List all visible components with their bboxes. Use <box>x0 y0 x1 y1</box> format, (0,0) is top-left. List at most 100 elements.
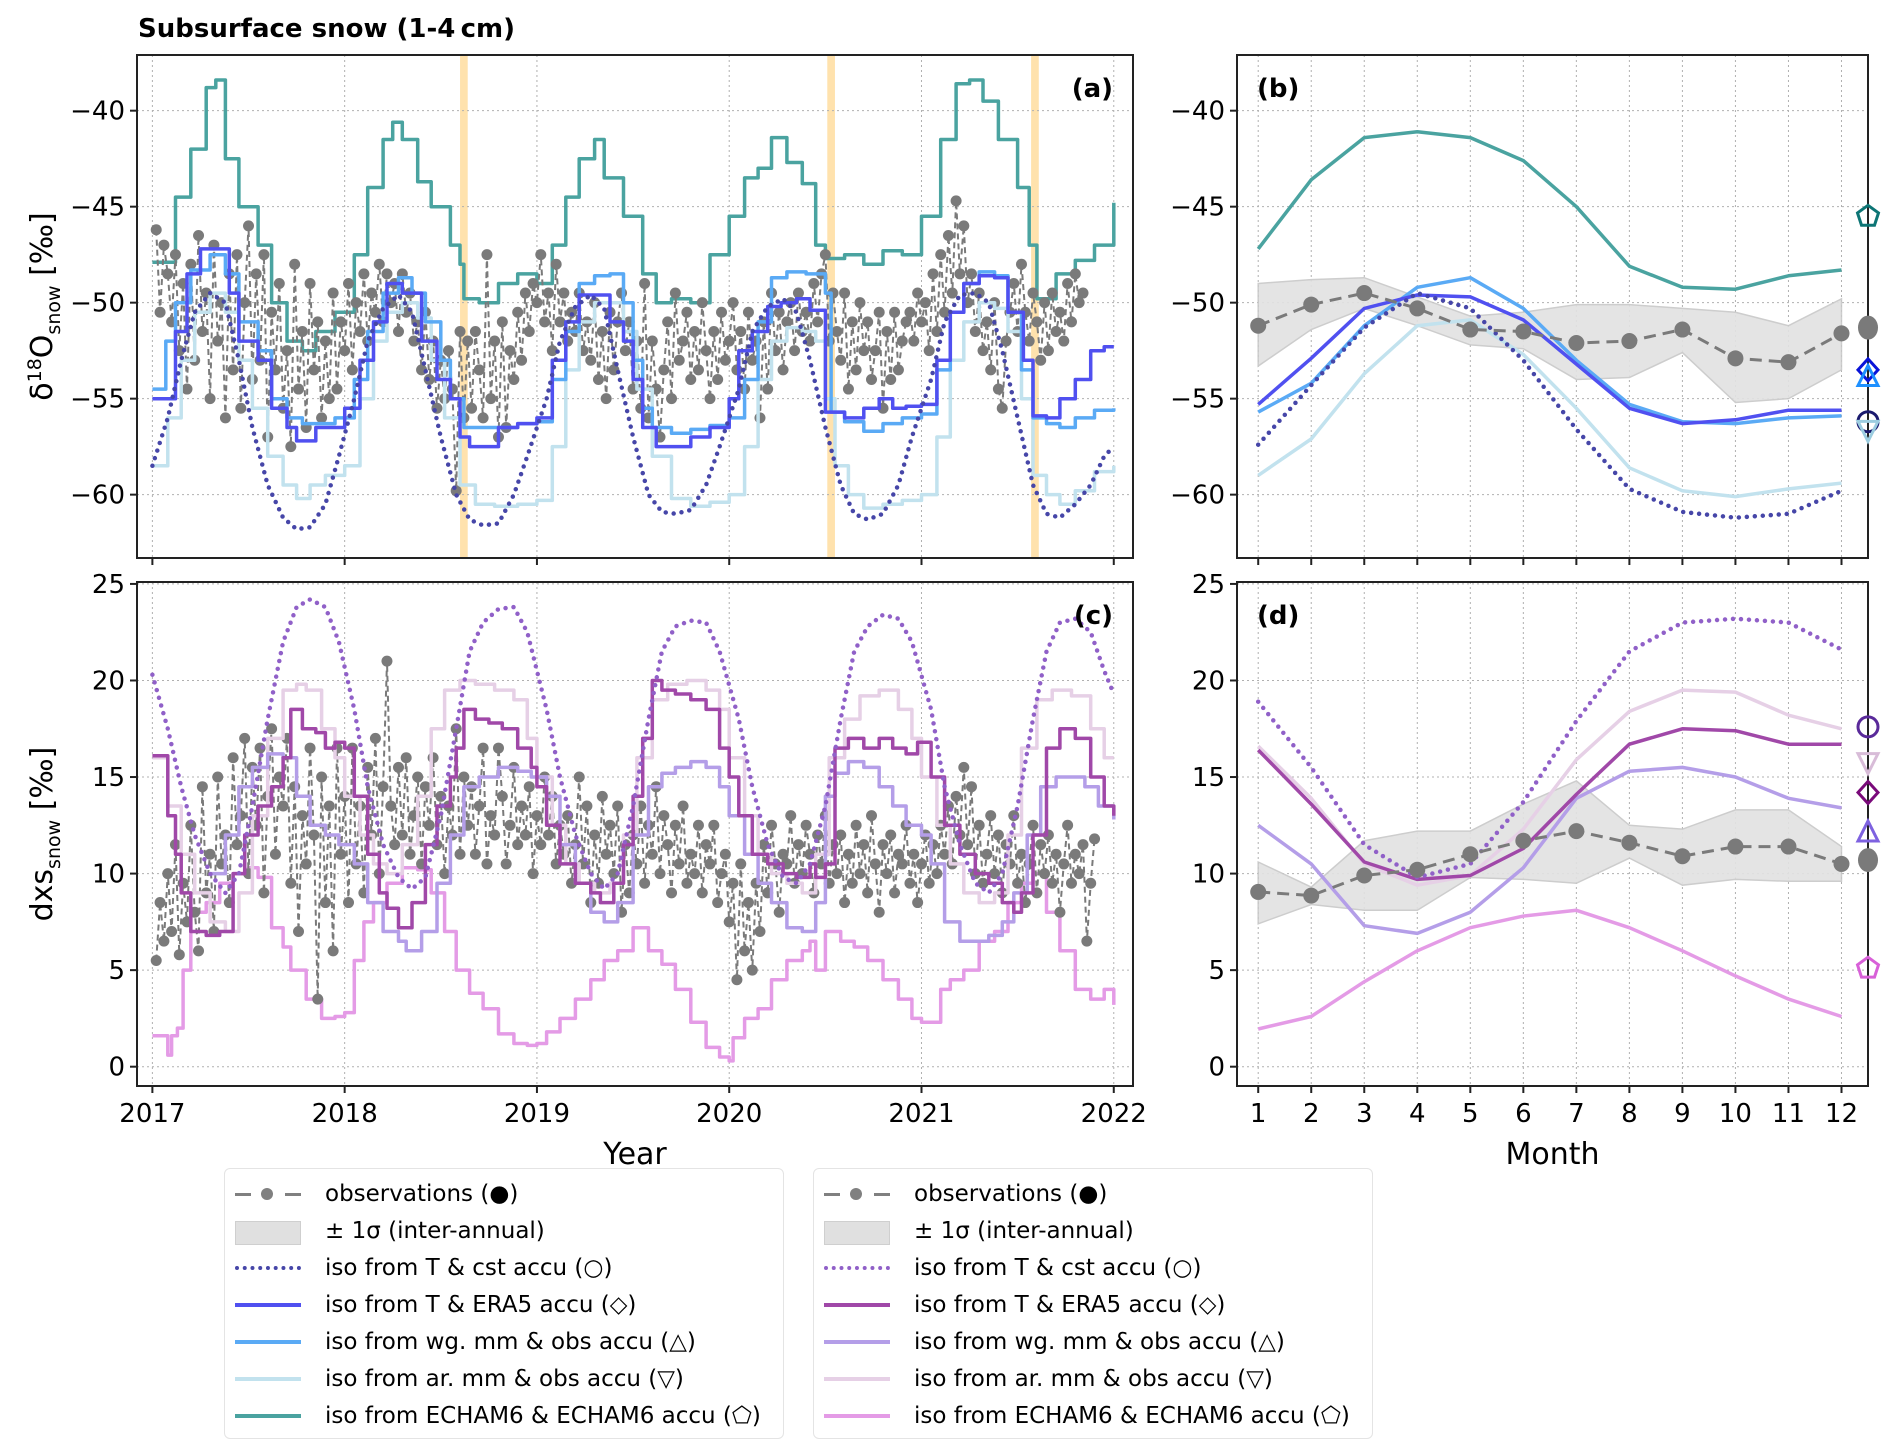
data-point-observation <box>727 297 739 309</box>
data-point-observation <box>842 383 854 395</box>
data-point-observation <box>350 297 362 309</box>
annual-mean-marker-echam <box>1855 955 1881 979</box>
data-point-observation <box>604 819 616 831</box>
y-tick-label: 5 <box>1208 956 1225 986</box>
data-point-observation <box>915 858 927 870</box>
data-point-observation <box>535 839 547 851</box>
data-point-observation <box>419 781 431 793</box>
data-point-observation <box>454 848 466 860</box>
data-point-observation <box>685 373 697 385</box>
data-point-observation <box>369 732 381 744</box>
legend-swatch-wgmm-icon <box>233 1332 303 1352</box>
legend-label: iso from wg. mm & obs accu (△) <box>914 1328 1285 1355</box>
x-tick-label: 12 <box>1825 1099 1858 1129</box>
data-point-observation <box>381 655 393 667</box>
series-line-era5 <box>1256 727 1842 882</box>
data-point-observation <box>1356 285 1373 302</box>
data-point-observation <box>269 848 281 860</box>
data-point-observation <box>373 258 385 270</box>
data-point-observation <box>1727 838 1744 855</box>
data-point-observation <box>673 354 685 366</box>
data-point-observation <box>646 335 658 347</box>
data-point-observation <box>485 810 497 822</box>
sigma-band <box>1257 780 1843 925</box>
y-tick-label: −50 <box>1170 289 1225 319</box>
data-point-observation <box>1054 906 1066 918</box>
data-point-observation <box>600 393 612 405</box>
x-tick-label: 10 <box>1719 1099 1752 1129</box>
data-point-observation <box>612 800 624 812</box>
data-point-observation <box>1073 297 1085 309</box>
legend-item-wgmm: iso from wg. mm & obs accu (△) <box>822 1323 1364 1360</box>
data-point-observation <box>177 877 189 889</box>
panel-label: (d) <box>1257 601 1299 631</box>
data-point-observation <box>381 268 393 280</box>
data-point-observation <box>343 897 355 909</box>
data-point-observation <box>858 345 870 357</box>
legend-item-cst: iso from T & cst accu (○) <box>233 1249 775 1286</box>
data-point-observation <box>1250 317 1267 334</box>
data-point-observation <box>446 383 458 395</box>
data-point-observation <box>312 993 324 1005</box>
axes-frame-c <box>136 581 1134 1087</box>
data-point-observation <box>646 848 658 860</box>
data-point-observation <box>969 325 981 337</box>
data-point-observation <box>466 402 478 414</box>
legend-swatch-wgmm-icon <box>822 1332 892 1352</box>
panel-c: 0 5 10 15 20 25 2017 2018 2019 2020 2021 2022 (c) Yea… <box>25 0 1147 1172</box>
data-point-observation <box>500 858 512 870</box>
data-point-observation <box>531 810 543 822</box>
data-point-observation <box>193 229 205 241</box>
data-point-observation <box>789 345 801 357</box>
data-point-observation <box>800 819 812 831</box>
data-point-observation <box>392 761 404 773</box>
data-point-observation <box>392 325 404 337</box>
data-point-observation <box>196 325 208 337</box>
data-point-observation <box>243 220 255 232</box>
data-point-observation <box>327 287 339 299</box>
data-point-observation <box>508 373 520 385</box>
legend-item-era5: iso from T & ERA5 accu (◇) <box>822 1286 1364 1323</box>
data-point-observation <box>735 325 747 337</box>
legend-item-wgmm: iso from wg. mm & obs accu (△) <box>233 1323 775 1360</box>
data-point-observation <box>696 297 708 309</box>
data-point-observation <box>681 306 693 318</box>
data-point-observation <box>600 848 612 860</box>
data-point-observation <box>946 287 958 299</box>
data-point-observation <box>742 306 754 318</box>
data-point-observation <box>296 810 308 822</box>
data-point-observation <box>1073 868 1085 880</box>
data-point-observation <box>846 877 858 889</box>
data-point-observation <box>973 287 985 299</box>
data-point-observation <box>1050 325 1062 337</box>
data-point-observation <box>1093 0 1104 6</box>
data-point-observation <box>554 316 566 328</box>
data-point-observation <box>989 868 1001 880</box>
data-point-observation <box>889 306 901 318</box>
data-point-observation <box>881 868 893 880</box>
data-point-observation <box>162 268 174 280</box>
data-point-observation <box>708 819 720 831</box>
legend-item-armm: iso from ar. mm & obs accu (▽) <box>822 1360 1364 1397</box>
data-point-observation <box>150 224 162 236</box>
x-tick-label: 4 <box>1409 1099 1426 1129</box>
data-point-observation <box>212 771 224 783</box>
data-point-observation <box>700 839 712 851</box>
annual-mean-marker-era5 <box>1855 779 1881 806</box>
data-point-observation <box>666 393 678 405</box>
data-point-observation <box>1674 848 1691 865</box>
plot-area-b <box>1237 55 1868 558</box>
x-tick-label: 3 <box>1356 1099 1373 1129</box>
legend-item-obs: observations (●) <box>233 1175 775 1212</box>
data-point-observation <box>981 848 993 860</box>
series-line-cst <box>150 290 1117 532</box>
data-point-observation <box>639 277 651 289</box>
data-point-observation <box>869 858 881 870</box>
data-point-observation <box>992 829 1004 841</box>
data-point-observation <box>669 287 681 299</box>
data-point-observation <box>1050 848 1062 860</box>
data-point-observation <box>312 316 324 328</box>
data-point-observation <box>915 316 927 328</box>
x-tick-label: 5 <box>1462 1099 1479 1129</box>
x-axis-label: Month <box>1505 1137 1599 1172</box>
